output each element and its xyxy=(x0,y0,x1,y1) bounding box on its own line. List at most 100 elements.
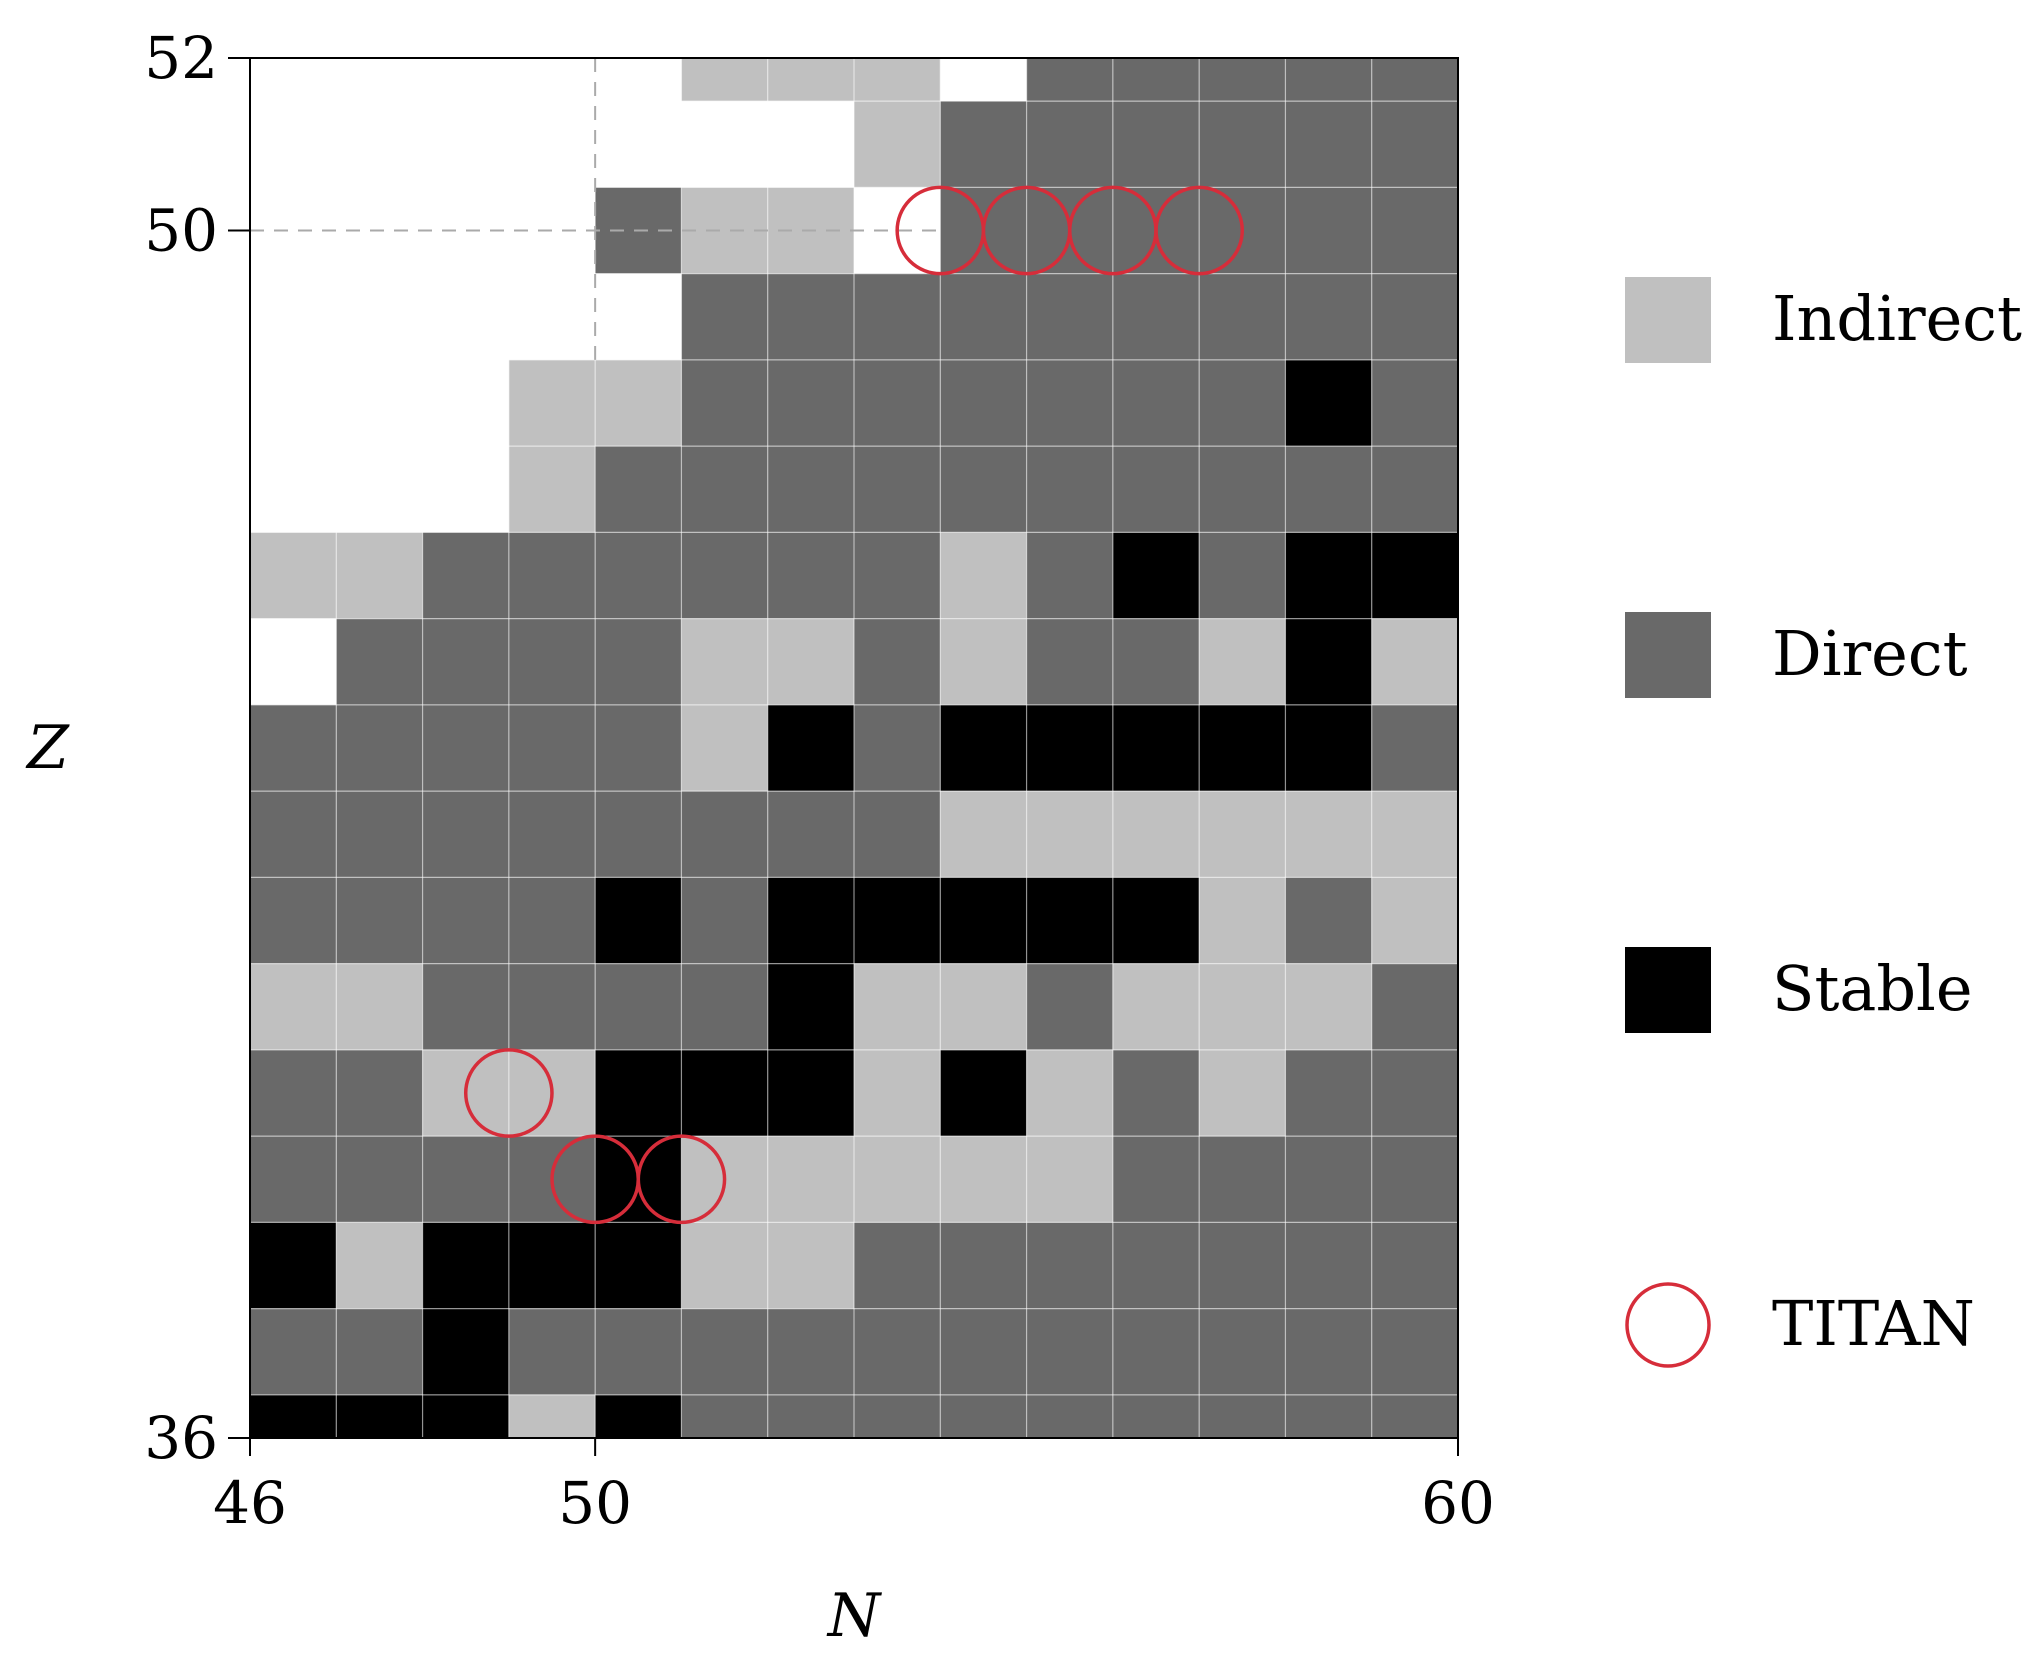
cell-D-n52.5-z46 xyxy=(767,532,854,619)
cell-D-n52.5-z37 xyxy=(767,1308,854,1395)
legend-marker-titan xyxy=(1625,1282,1711,1368)
y-tick-label-52: 52 xyxy=(144,24,218,92)
cell-D-n57.5-z46 xyxy=(1199,532,1286,619)
cell-S-n54.5-z44 xyxy=(940,704,1027,792)
cell-I-n57.5-z45 xyxy=(1199,618,1286,705)
cell-I-n47.5-z38 xyxy=(336,1222,423,1309)
cell-S-n50.5-z40 xyxy=(595,1049,682,1137)
cell-D-n59.5-z39 xyxy=(1371,1136,1458,1223)
y-tick-label-36: 36 xyxy=(144,1404,218,1472)
cell-D-n49.5-z37 xyxy=(508,1308,596,1395)
cell-D-n51.5-z46 xyxy=(681,532,768,619)
cell-D-n58.5-z50 xyxy=(1285,187,1372,274)
cell-D-n55.5-z52 xyxy=(1026,58,1113,102)
cell-D-n58.5-z40 xyxy=(1285,1049,1372,1137)
cell-S-n53.5-z42 xyxy=(854,877,941,964)
cell-D-n59.5-z50 xyxy=(1371,187,1458,274)
cell-D-n56.5-z51 xyxy=(1112,101,1200,188)
cell-I-n59.5-z45 xyxy=(1371,618,1458,705)
cell-I-n57.5-z40 xyxy=(1199,1049,1286,1137)
cell-S-n48.5-z37 xyxy=(422,1308,509,1395)
cell-S-n52.5-z40 xyxy=(767,1049,854,1137)
cell-I-n54.5-z43 xyxy=(940,791,1027,878)
cell-S-n48.5-z36 xyxy=(422,1394,509,1438)
cell-D-n50.5-z41 xyxy=(595,963,682,1050)
cell-D-n58.5-z37 xyxy=(1285,1308,1372,1395)
cell-D-n46.5-z37 xyxy=(250,1308,337,1395)
cell-D-n49.5-z41 xyxy=(508,963,596,1050)
titan-marker-n51-z39 xyxy=(636,1134,727,1225)
legend-label-titan: TITAN xyxy=(1772,1287,1975,1360)
cell-I-n49.5-z48 xyxy=(508,359,596,447)
cell-D-n57.5-z38 xyxy=(1199,1222,1286,1309)
legend-label-stable: Stable xyxy=(1772,952,1973,1025)
cell-S-n52.5-z42 xyxy=(767,877,854,964)
cell-D-n48.5-z42 xyxy=(422,877,509,964)
cell-I-n53.5-z51 xyxy=(854,101,941,188)
cell-D-n55.5-z49 xyxy=(1026,273,1113,360)
cell-I-n57.5-z42 xyxy=(1199,877,1286,964)
legend: Indirect Direct Stable TITAN xyxy=(1625,277,2022,1368)
cell-D-n56.5-z49 xyxy=(1112,273,1200,360)
cell-I-n55.5-z39 xyxy=(1026,1136,1113,1223)
cell-S-n49.5-z38 xyxy=(508,1222,596,1309)
cell-D-n55.5-z38 xyxy=(1026,1222,1113,1309)
cell-D-n55.5-z41 xyxy=(1026,963,1113,1050)
cell-I-n54.5-z39 xyxy=(940,1136,1027,1223)
cell-D-n55.5-z47 xyxy=(1026,446,1113,533)
cell-D-n58.5-z39 xyxy=(1285,1136,1372,1223)
cell-D-n57.5-z49 xyxy=(1199,273,1286,360)
cell-S-n52.5-z44 xyxy=(767,704,854,792)
cell-D-n55.5-z48 xyxy=(1026,359,1113,447)
cell-D-n54.5-z36 xyxy=(940,1394,1027,1438)
cell-D-n59.5-z40 xyxy=(1371,1049,1458,1137)
x-tick-label-46: 46 xyxy=(213,1469,287,1537)
cell-D-n57.5-z52 xyxy=(1199,58,1286,102)
cell-D-n59.5-z41 xyxy=(1371,963,1458,1050)
cell-D-n48.5-z41 xyxy=(422,963,509,1050)
cell-D-n58.5-z38 xyxy=(1285,1222,1372,1309)
cell-S-n46.5-z36 xyxy=(250,1394,337,1438)
cell-I-n54.5-z46 xyxy=(940,532,1027,619)
cell-D-n46.5-z43 xyxy=(250,791,337,878)
cell-S-n48.5-z38 xyxy=(422,1222,509,1309)
x-tick-label-50: 50 xyxy=(558,1469,632,1537)
cell-D-n47.5-z37 xyxy=(336,1308,423,1395)
cell-D-n49.5-z43 xyxy=(508,791,596,878)
cell-D-n49.5-z46 xyxy=(508,532,596,619)
cell-D-n52.5-z36 xyxy=(767,1394,854,1438)
cell-D-n59.5-z37 xyxy=(1371,1308,1458,1395)
cell-D-n58.5-z47 xyxy=(1285,446,1372,533)
cell-D-n55.5-z46 xyxy=(1026,532,1113,619)
cell-I-n53.5-z52 xyxy=(854,58,941,102)
cell-D-n50.5-z37 xyxy=(595,1308,682,1395)
cell-D-n52.5-z43 xyxy=(767,791,854,878)
axis-ticks: 46 50 60 36 50 52 xyxy=(144,24,1495,1537)
cell-D-n50.5-z43 xyxy=(595,791,682,878)
cell-D-n56.5-z40 xyxy=(1112,1049,1200,1137)
cell-I-n55.5-z40 xyxy=(1026,1049,1113,1137)
cell-I-n46.5-z46 xyxy=(250,532,337,619)
cell-S-n58.5-z48 xyxy=(1285,359,1372,447)
cell-D-n53.5-z46 xyxy=(854,532,941,619)
cell-D-n49.5-z45 xyxy=(508,618,596,705)
cell-D-n59.5-z48 xyxy=(1371,359,1458,447)
cell-I-n51.5-z45 xyxy=(681,618,768,705)
titan-markers xyxy=(463,185,1245,1225)
cell-I-n57.5-z41 xyxy=(1199,963,1286,1050)
cell-D-n59.5-z52 xyxy=(1371,58,1458,102)
cell-I-n54.5-z45 xyxy=(940,618,1027,705)
cell-D-n59.5-z36 xyxy=(1371,1394,1458,1438)
cell-S-n56.5-z44 xyxy=(1112,704,1200,792)
cell-D-n54.5-z37 xyxy=(940,1308,1027,1395)
cell-D-n52.5-z48 xyxy=(767,359,854,447)
cell-D-n50.5-z46 xyxy=(595,532,682,619)
cell-S-n55.5-z42 xyxy=(1026,877,1113,964)
cell-D-n57.5-z39 xyxy=(1199,1136,1286,1223)
cell-D-n47.5-z39 xyxy=(336,1136,423,1223)
heatmap-cells xyxy=(250,58,1458,1438)
cell-I-n56.5-z41 xyxy=(1112,963,1200,1050)
cell-D-n46.5-z44 xyxy=(250,704,337,792)
y-axis-label: Z xyxy=(25,713,70,783)
cell-S-n57.5-z44 xyxy=(1199,704,1286,792)
